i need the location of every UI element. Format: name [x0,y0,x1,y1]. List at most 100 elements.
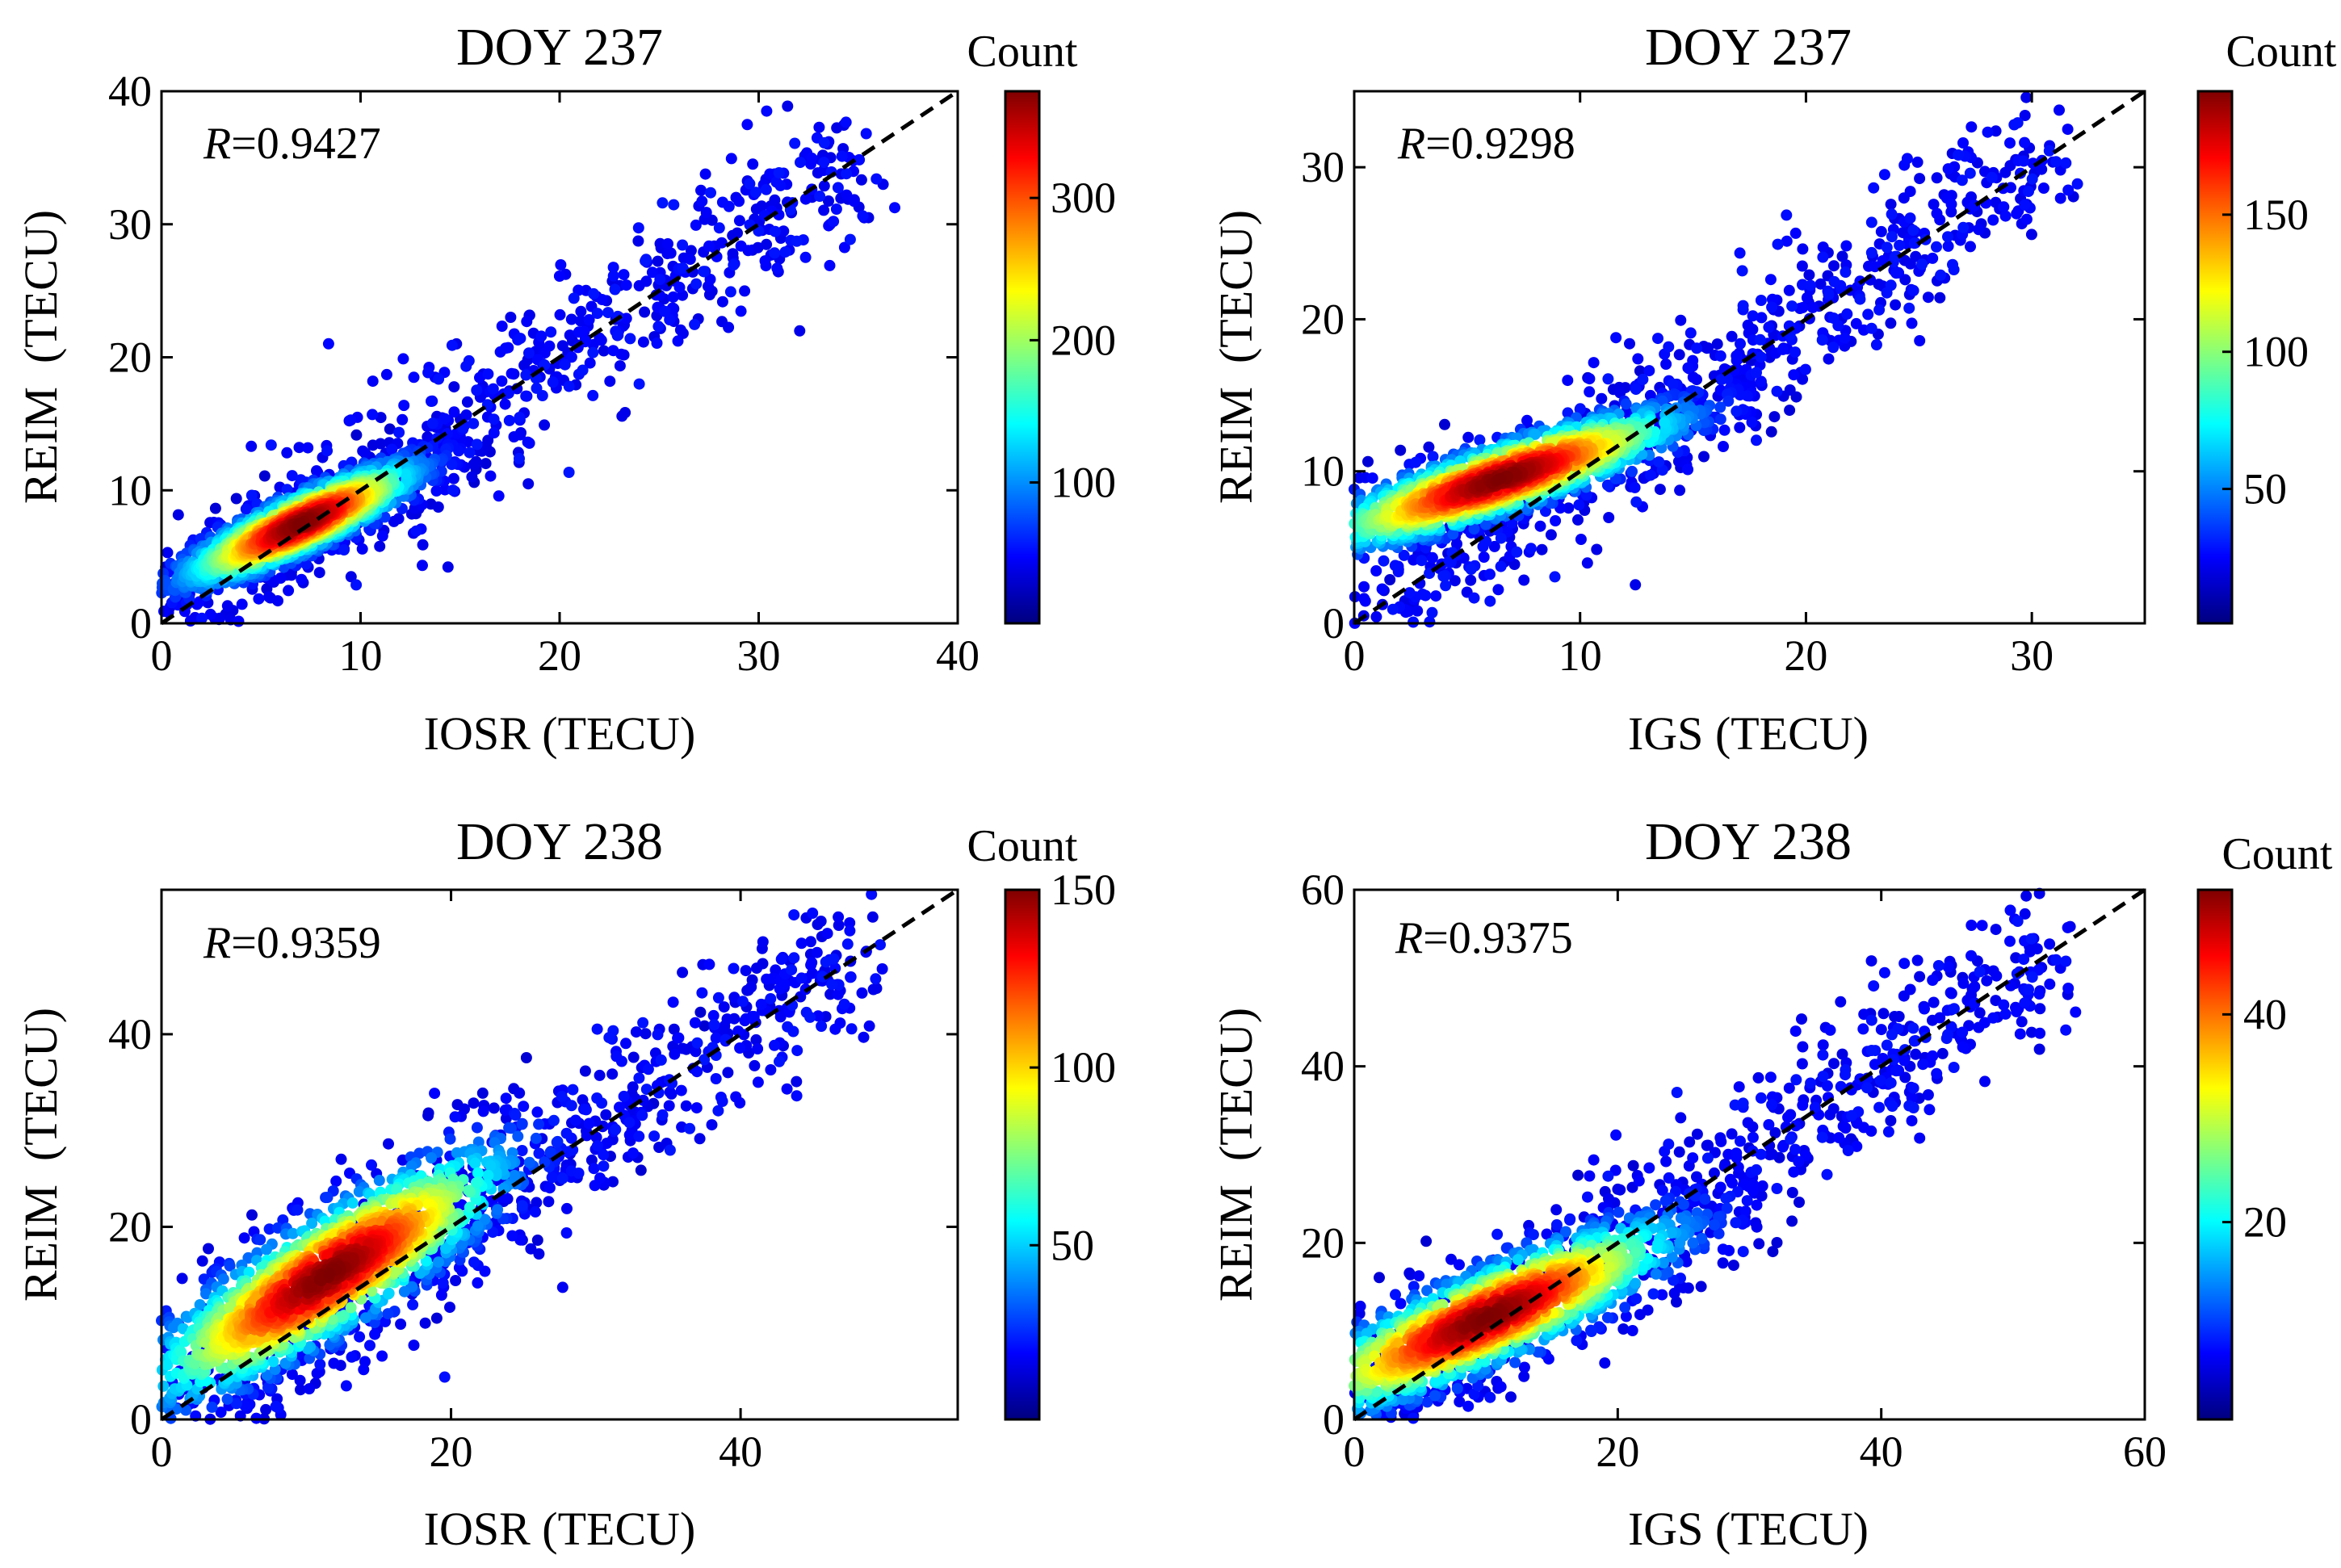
data-point [488,413,500,426]
data-point [1484,568,1496,581]
data-point [1771,385,1783,397]
colorbar-gradient [2196,90,2234,625]
data-point [632,235,644,247]
data-point [759,255,771,267]
data-point [1714,401,1726,413]
data-point [503,414,515,426]
data-point [520,1052,532,1063]
data-point [430,485,443,497]
data-point [1675,314,1687,326]
data-point [761,973,773,985]
data-point [1783,284,1795,296]
data-point [813,121,825,133]
data-point [176,1272,188,1285]
data-point [769,247,781,259]
data-point [508,431,520,442]
data-point [589,1180,601,1192]
data-point [209,502,221,514]
data-point [757,936,769,948]
data-point [523,347,535,359]
data-point [522,436,534,448]
data-point [1525,543,1537,555]
data-point [1440,580,1452,592]
data-point [725,153,737,165]
data-point [345,571,357,583]
data-point [1376,583,1388,595]
data-point [640,254,652,266]
data-point [1536,543,1548,556]
data-point [662,238,673,249]
data-point [556,340,568,352]
data-point [476,1087,489,1099]
data-point [499,398,511,410]
data-point [1966,121,1978,133]
data-point [604,375,616,388]
data-point [398,400,410,412]
y-tick-label: 40 [108,67,152,115]
data-point [1935,269,1947,281]
data-point [369,1328,381,1340]
data-point [1734,247,1746,259]
data-point [761,105,773,117]
data-point [1426,551,1438,564]
data-point [1916,258,1928,270]
data-point [716,296,728,308]
data-point [1751,434,1762,447]
colorbar-tick-label: 200 [1051,316,1116,364]
data-point [253,593,265,605]
data-point [554,308,566,321]
data-point [703,240,715,252]
data-point [821,928,833,940]
data-point [698,266,710,278]
data-point [606,1068,619,1080]
data-point [468,459,480,471]
data-point [1511,546,1523,558]
data-point [265,439,277,451]
data-point [1550,515,1562,526]
data-point [376,530,388,542]
data-point [494,346,506,358]
data-point [400,468,412,480]
data-point [1654,484,1666,496]
y-tick-label: 20 [1301,295,1345,343]
data-point [1870,339,1882,350]
colorbar-tick-label: 150 [2243,191,2309,239]
data-point [673,281,686,293]
data-point [591,308,603,320]
r-value: =0.9427 [231,119,381,169]
data-point [1878,169,1890,181]
data-point [1772,238,1784,250]
data-point [624,333,636,345]
data-point [506,367,518,379]
data-point [1495,532,1507,544]
panel-title: DOY 237 [1645,18,1852,77]
data-point [818,180,830,192]
data-point [721,1013,733,1025]
data-point [531,382,543,394]
data-point [844,924,856,937]
data-point [635,1164,647,1176]
data-point [866,911,879,923]
data-point [1906,317,1918,329]
y-tick-label: 0 [130,599,152,648]
data-point [505,312,517,323]
colorbar-tick-label: 50 [2243,465,2287,514]
data-point [304,1383,315,1394]
data-point [1462,431,1475,443]
data-point [422,367,434,379]
data-point [1754,333,1766,346]
data-point [696,195,708,208]
data-point [840,116,852,128]
data-point [1840,266,1852,278]
data-point [858,1031,870,1043]
data-point [667,291,679,303]
data-point [769,194,781,206]
colorbar-gradient [1004,90,1041,625]
data-point [659,305,671,317]
data-point [442,561,454,573]
data-point [860,128,872,140]
data-point [579,336,591,348]
data-point [633,378,645,390]
data-point [750,187,761,199]
data-point [854,153,866,166]
